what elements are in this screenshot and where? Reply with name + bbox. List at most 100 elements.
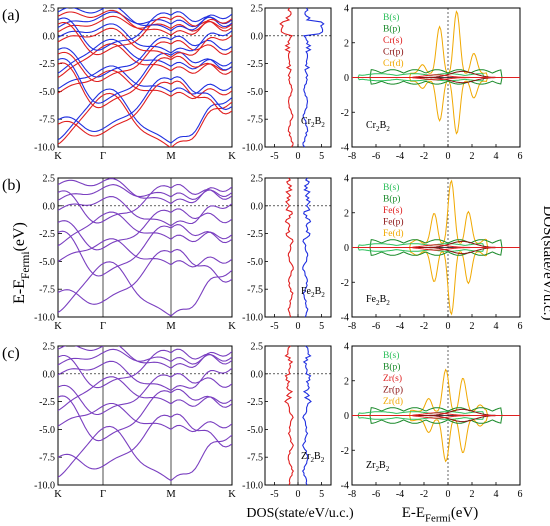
legend-entry: Cr(s) [383, 35, 403, 46]
pdos-compound-label-part: 2 [386, 125, 390, 133]
y-tick-label: -10.0 [34, 143, 55, 154]
legend-entry: B(p) [383, 362, 400, 373]
panel-tag: (b) [2, 177, 21, 194]
y-tick-label: 4 [344, 342, 349, 353]
y-tick-label: 0.0 [43, 31, 56, 42]
y-tick-label: 0.0 [43, 369, 56, 380]
x-tick-label: 4 [494, 151, 499, 162]
y-tick-label: 0.0 [251, 201, 264, 212]
band-line [58, 211, 232, 247]
dos-compound-label-part: 2 [311, 291, 315, 299]
x-tick-label: -6 [372, 489, 380, 500]
x-tick-label: 5 [319, 321, 324, 332]
band-y-axis-label: E-EFermi(eV) [11, 222, 32, 304]
x-tick-label: -6 [372, 151, 380, 162]
x-tick-label: -5 [270, 151, 278, 162]
x-tick-label: 2 [470, 321, 475, 332]
band-line [58, 346, 232, 369]
x-tick-label: 2 [470, 151, 475, 162]
y-tick-label: -10.0 [242, 143, 263, 154]
y-tick-label: -7.5 [39, 285, 55, 296]
x-tick-label: Γ [100, 489, 106, 500]
panel-tag: (a) [2, 7, 20, 24]
dos-compound-label: Zr2B2 [301, 451, 325, 464]
dos-compound-label: Fe2B2 [301, 286, 325, 299]
dos-compound-label-part: 2 [311, 121, 315, 129]
pdos-compound-label-part: Zr [366, 460, 376, 471]
x-tick-label: 0 [446, 151, 451, 162]
dos-compound-label-part: Zr [301, 451, 311, 462]
band-line [58, 376, 232, 411]
band-line-spin-down [58, 76, 232, 133]
x-tick-label: K [228, 321, 236, 332]
pdos-compound-label: Zr2B2 [366, 460, 390, 473]
x-tick-label: 5 [319, 489, 324, 500]
y-tick-label: -4 [341, 143, 349, 154]
band-line [58, 348, 232, 389]
x-tick-label: 5 [319, 151, 324, 162]
y-tick-label: -10.0 [242, 313, 263, 324]
band-y-axis-label-text-main: E-E [11, 279, 28, 304]
legend-entry: B(s) [383, 182, 399, 193]
y-tick-label: 0 [344, 411, 349, 422]
band-y-axis-label-text-tail: (eV) [11, 222, 28, 251]
y-tick-label: -5.0 [247, 257, 263, 268]
x-tick-label: 0 [296, 321, 301, 332]
y-tick-label: 2.5 [43, 342, 56, 353]
band-line [58, 402, 232, 433]
pdos-curve-metal-s-down [352, 247, 520, 251]
pdos-compound-label: Cr2B2 [366, 120, 390, 133]
y-tick-label: -2.5 [39, 229, 55, 240]
x-tick-label: -2 [420, 489, 428, 500]
x-tick-label: K [228, 151, 236, 162]
y-tick-label: 4 [344, 174, 349, 185]
dos-compound-label-part: Cr [301, 116, 312, 127]
band-line-spin-up [58, 40, 232, 83]
band-line-spin-up [58, 27, 232, 59]
pdos-x-axis-label-main: E-E [402, 505, 425, 521]
band-line [58, 425, 232, 482]
dos-compound-label: Cr2B2 [301, 116, 325, 129]
legend-entry: B(p) [383, 24, 400, 35]
legend-entry: B(s) [383, 350, 399, 361]
x-tick-label: M [166, 321, 176, 332]
y-tick-label: 2 [344, 38, 349, 49]
panel-tag: (c) [2, 345, 20, 362]
y-tick-label: -2.5 [247, 229, 263, 240]
band-line-spin-up [58, 15, 232, 56]
band-lines [58, 178, 232, 317]
x-tick-label: -4 [396, 489, 404, 500]
dos-curve-spin-up [284, 177, 294, 318]
band-line [58, 261, 232, 317]
pdos-compound-label-part: Cr [366, 120, 377, 131]
y-tick-label: -7.5 [247, 285, 263, 296]
x-tick-label: K [54, 151, 62, 162]
y-tick-label: -5.0 [39, 257, 55, 268]
y-tick-label: 0 [344, 73, 349, 84]
band-line-spin-up [58, 55, 232, 109]
band-structure-plot: 2.50.0-2.5-5.0-7.5-10.0K Γ M K [34, 4, 236, 163]
partial-dos-plot: 420-2-4-8 -6 -4 -2 0 2 4 6B(s)B(p)Fe(s)Fe(p)Fe(… [341, 174, 523, 333]
band-line-spin-down [58, 11, 232, 51]
y-tick-label: -2.5 [247, 397, 263, 408]
band-y-axis-label-text-sub: Fermi [20, 251, 32, 279]
band-y-axis-label-text: E-EFermi(eV) [11, 222, 32, 304]
band-line-spin-down [58, 23, 232, 54]
y-tick-label: -5.0 [39, 87, 55, 98]
x-tick-label: -5 [270, 489, 278, 500]
band-line-spin-down [58, 88, 232, 144]
band-line-spin-up [58, 92, 232, 147]
y-tick-label: -2 [341, 108, 349, 119]
band-line [58, 360, 232, 392]
partial-dos-plot: 420-2-4-8 -6 -4 -2 0 2 4 6B(s)B(p)Cr(s)Cr(p)Cr(… [341, 4, 523, 163]
y-tick-label: 2.5 [251, 4, 264, 15]
panel-row-0: (a) 2.50.0-2.5-5.0-7.5-10.0K Γ M K2.50.0-2.5… [2, 4, 523, 163]
y-tick-label: -5.0 [247, 87, 263, 98]
dos-x-axis-label: DOS(state/eV/u.c.) [246, 506, 354, 521]
pdos-compound-label-part: 2 [376, 125, 380, 133]
dos-compound-label-part: 2 [321, 291, 325, 299]
y-tick-label: -2.5 [247, 59, 263, 70]
